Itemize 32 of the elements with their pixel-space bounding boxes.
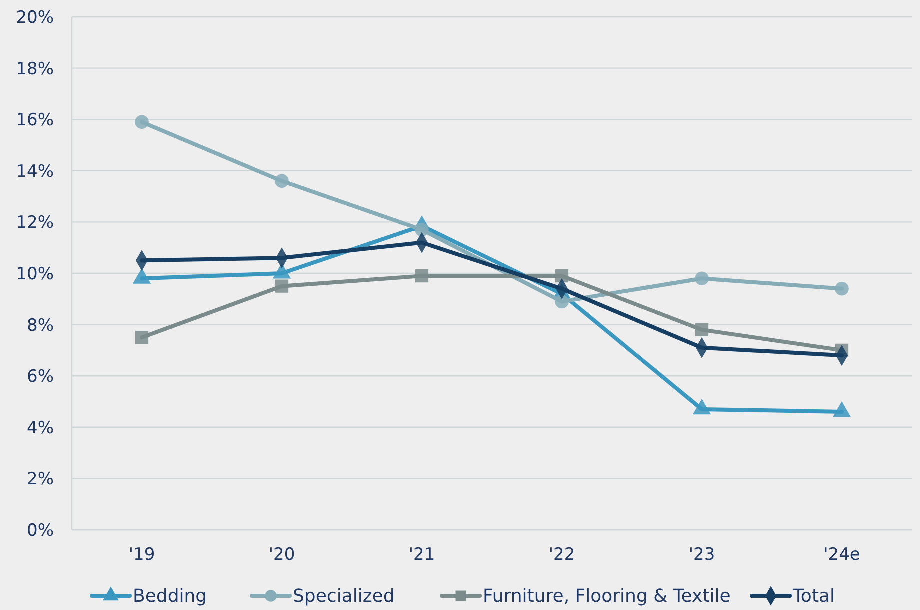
point <box>835 282 849 296</box>
y-tick-label: 10% <box>16 264 54 284</box>
point <box>415 270 429 283</box>
point <box>275 174 289 188</box>
legend-label: Bedding <box>133 586 208 607</box>
point <box>135 331 149 344</box>
point <box>555 270 569 283</box>
legend-label: Furniture, Flooring & Textile <box>483 586 731 607</box>
legend-label: Specialized <box>293 586 395 607</box>
x-tick-label: '22 <box>548 545 576 565</box>
legend-label: Total <box>792 586 836 607</box>
x-tick-label: '20 <box>268 545 296 565</box>
y-tick-label: 12% <box>16 213 54 234</box>
point <box>135 115 149 130</box>
x-tick-label: '23 <box>688 545 716 565</box>
y-tick-label: 20% <box>16 8 54 28</box>
point <box>555 294 569 309</box>
x-tick-label: '24e <box>824 545 860 565</box>
y-tick-label: 14% <box>16 162 54 182</box>
y-tick-label: 2% <box>27 470 54 490</box>
x-tick-label: '21 <box>408 545 436 565</box>
y-tick-label: 16% <box>16 110 54 131</box>
point <box>695 323 709 336</box>
point <box>695 272 709 286</box>
y-tick-label: 8% <box>27 316 54 336</box>
point <box>275 280 289 293</box>
y-tick-label: 0% <box>27 520 54 541</box>
y-tick-label: 6% <box>27 367 54 388</box>
y-tick-label: 4% <box>27 418 54 438</box>
point <box>415 223 429 237</box>
y-tick-label: 18% <box>16 59 54 80</box>
x-tick-label: '19 <box>128 545 156 565</box>
